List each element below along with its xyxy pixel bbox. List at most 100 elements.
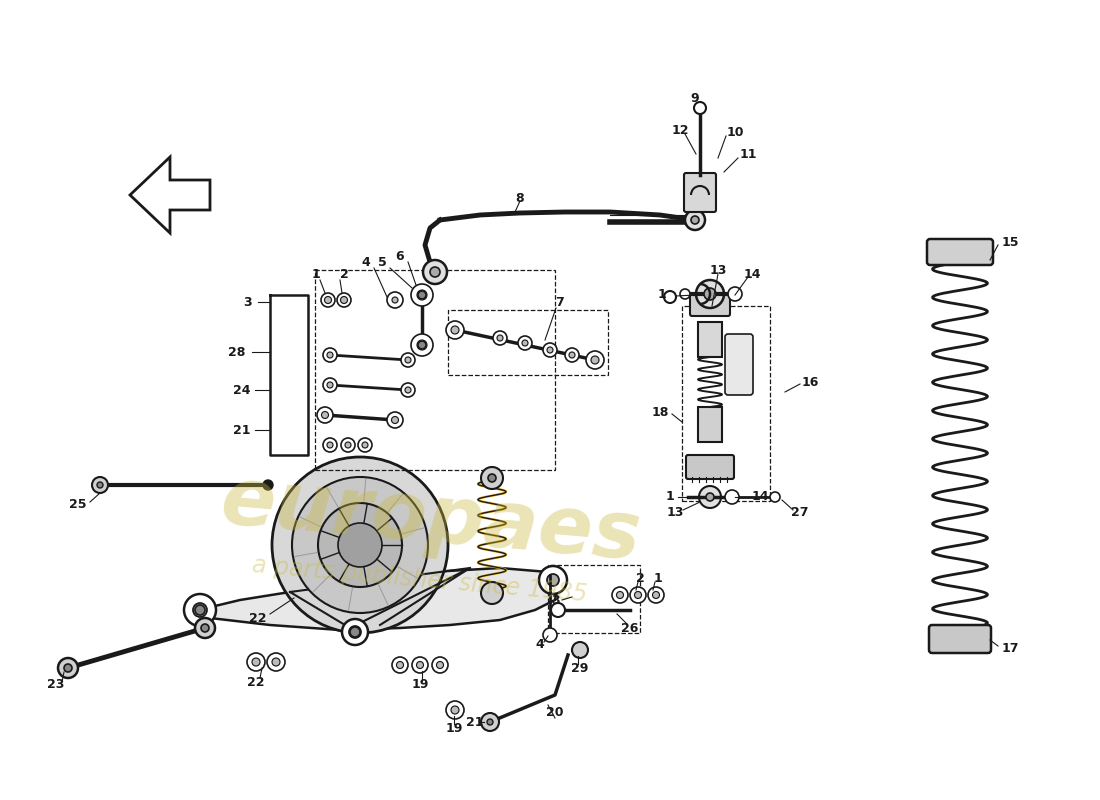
Circle shape bbox=[685, 210, 705, 230]
Circle shape bbox=[591, 356, 600, 364]
Circle shape bbox=[402, 383, 415, 397]
Text: 13: 13 bbox=[710, 263, 727, 277]
Text: 15: 15 bbox=[1001, 235, 1019, 249]
Circle shape bbox=[493, 331, 507, 345]
Circle shape bbox=[327, 352, 333, 358]
Circle shape bbox=[648, 587, 664, 603]
Circle shape bbox=[192, 603, 207, 617]
Circle shape bbox=[323, 438, 337, 452]
Text: a parts publisher since 1985: a parts publisher since 1985 bbox=[252, 554, 589, 606]
Circle shape bbox=[358, 438, 372, 452]
Circle shape bbox=[349, 626, 361, 638]
Circle shape bbox=[411, 334, 433, 356]
Text: 21: 21 bbox=[233, 423, 251, 437]
Text: 19: 19 bbox=[446, 722, 463, 734]
Circle shape bbox=[327, 442, 333, 448]
Circle shape bbox=[324, 297, 331, 303]
Circle shape bbox=[418, 291, 426, 299]
Text: 20: 20 bbox=[547, 706, 563, 718]
Circle shape bbox=[728, 287, 743, 301]
Circle shape bbox=[337, 293, 351, 307]
Circle shape bbox=[387, 412, 403, 428]
Circle shape bbox=[195, 618, 214, 638]
Circle shape bbox=[195, 605, 205, 615]
Text: 8: 8 bbox=[516, 191, 525, 205]
Circle shape bbox=[362, 442, 369, 448]
Text: 1: 1 bbox=[666, 490, 674, 503]
Text: 24: 24 bbox=[233, 383, 251, 397]
Circle shape bbox=[342, 619, 369, 645]
Circle shape bbox=[201, 624, 209, 632]
Circle shape bbox=[272, 658, 280, 666]
Text: 13: 13 bbox=[667, 506, 684, 518]
Circle shape bbox=[58, 658, 78, 678]
Text: 28: 28 bbox=[229, 346, 245, 358]
Circle shape bbox=[392, 657, 408, 673]
Circle shape bbox=[543, 628, 557, 642]
Circle shape bbox=[184, 594, 216, 626]
Circle shape bbox=[417, 290, 427, 300]
Circle shape bbox=[317, 407, 333, 423]
Circle shape bbox=[387, 292, 403, 308]
Circle shape bbox=[698, 486, 720, 508]
Circle shape bbox=[392, 297, 398, 303]
Circle shape bbox=[488, 474, 496, 482]
FancyBboxPatch shape bbox=[686, 455, 734, 479]
Circle shape bbox=[248, 653, 265, 671]
FancyBboxPatch shape bbox=[927, 239, 993, 265]
Text: 14: 14 bbox=[744, 267, 761, 281]
Circle shape bbox=[616, 591, 624, 598]
Circle shape bbox=[321, 411, 329, 418]
Text: 16: 16 bbox=[801, 375, 818, 389]
Circle shape bbox=[481, 582, 503, 604]
Circle shape bbox=[630, 587, 646, 603]
Circle shape bbox=[321, 293, 336, 307]
Circle shape bbox=[323, 348, 337, 362]
FancyBboxPatch shape bbox=[690, 294, 730, 316]
Circle shape bbox=[691, 216, 698, 224]
Text: 27: 27 bbox=[791, 506, 808, 518]
Circle shape bbox=[272, 457, 448, 633]
Text: 2: 2 bbox=[340, 267, 349, 281]
Text: 3: 3 bbox=[552, 594, 560, 606]
FancyBboxPatch shape bbox=[684, 173, 716, 212]
Circle shape bbox=[586, 351, 604, 369]
Text: 1: 1 bbox=[311, 267, 320, 281]
Circle shape bbox=[539, 566, 566, 594]
Text: 3: 3 bbox=[244, 295, 252, 309]
Circle shape bbox=[417, 340, 427, 350]
Circle shape bbox=[392, 417, 398, 423]
Circle shape bbox=[612, 587, 628, 603]
Circle shape bbox=[543, 343, 557, 357]
Circle shape bbox=[412, 657, 428, 673]
FancyBboxPatch shape bbox=[698, 407, 722, 442]
Circle shape bbox=[725, 490, 739, 504]
FancyBboxPatch shape bbox=[930, 625, 991, 653]
Text: 6: 6 bbox=[396, 250, 405, 262]
Circle shape bbox=[292, 477, 428, 613]
Circle shape bbox=[396, 662, 404, 669]
Circle shape bbox=[565, 348, 579, 362]
Circle shape bbox=[446, 321, 464, 339]
Circle shape bbox=[252, 658, 260, 666]
Circle shape bbox=[437, 662, 443, 669]
Circle shape bbox=[497, 335, 503, 341]
Circle shape bbox=[481, 467, 503, 489]
Circle shape bbox=[424, 260, 447, 284]
Polygon shape bbox=[190, 568, 558, 630]
Circle shape bbox=[451, 326, 459, 334]
Circle shape bbox=[572, 642, 588, 658]
Circle shape bbox=[706, 493, 714, 501]
Circle shape bbox=[327, 382, 333, 388]
Circle shape bbox=[446, 701, 464, 719]
Text: 2: 2 bbox=[636, 571, 645, 585]
Circle shape bbox=[417, 662, 424, 669]
Text: 11: 11 bbox=[739, 149, 757, 162]
Circle shape bbox=[92, 477, 108, 493]
Circle shape bbox=[405, 387, 411, 393]
Circle shape bbox=[770, 492, 780, 502]
Circle shape bbox=[518, 336, 532, 350]
Circle shape bbox=[432, 657, 448, 673]
Circle shape bbox=[345, 442, 351, 448]
Circle shape bbox=[402, 353, 415, 367]
